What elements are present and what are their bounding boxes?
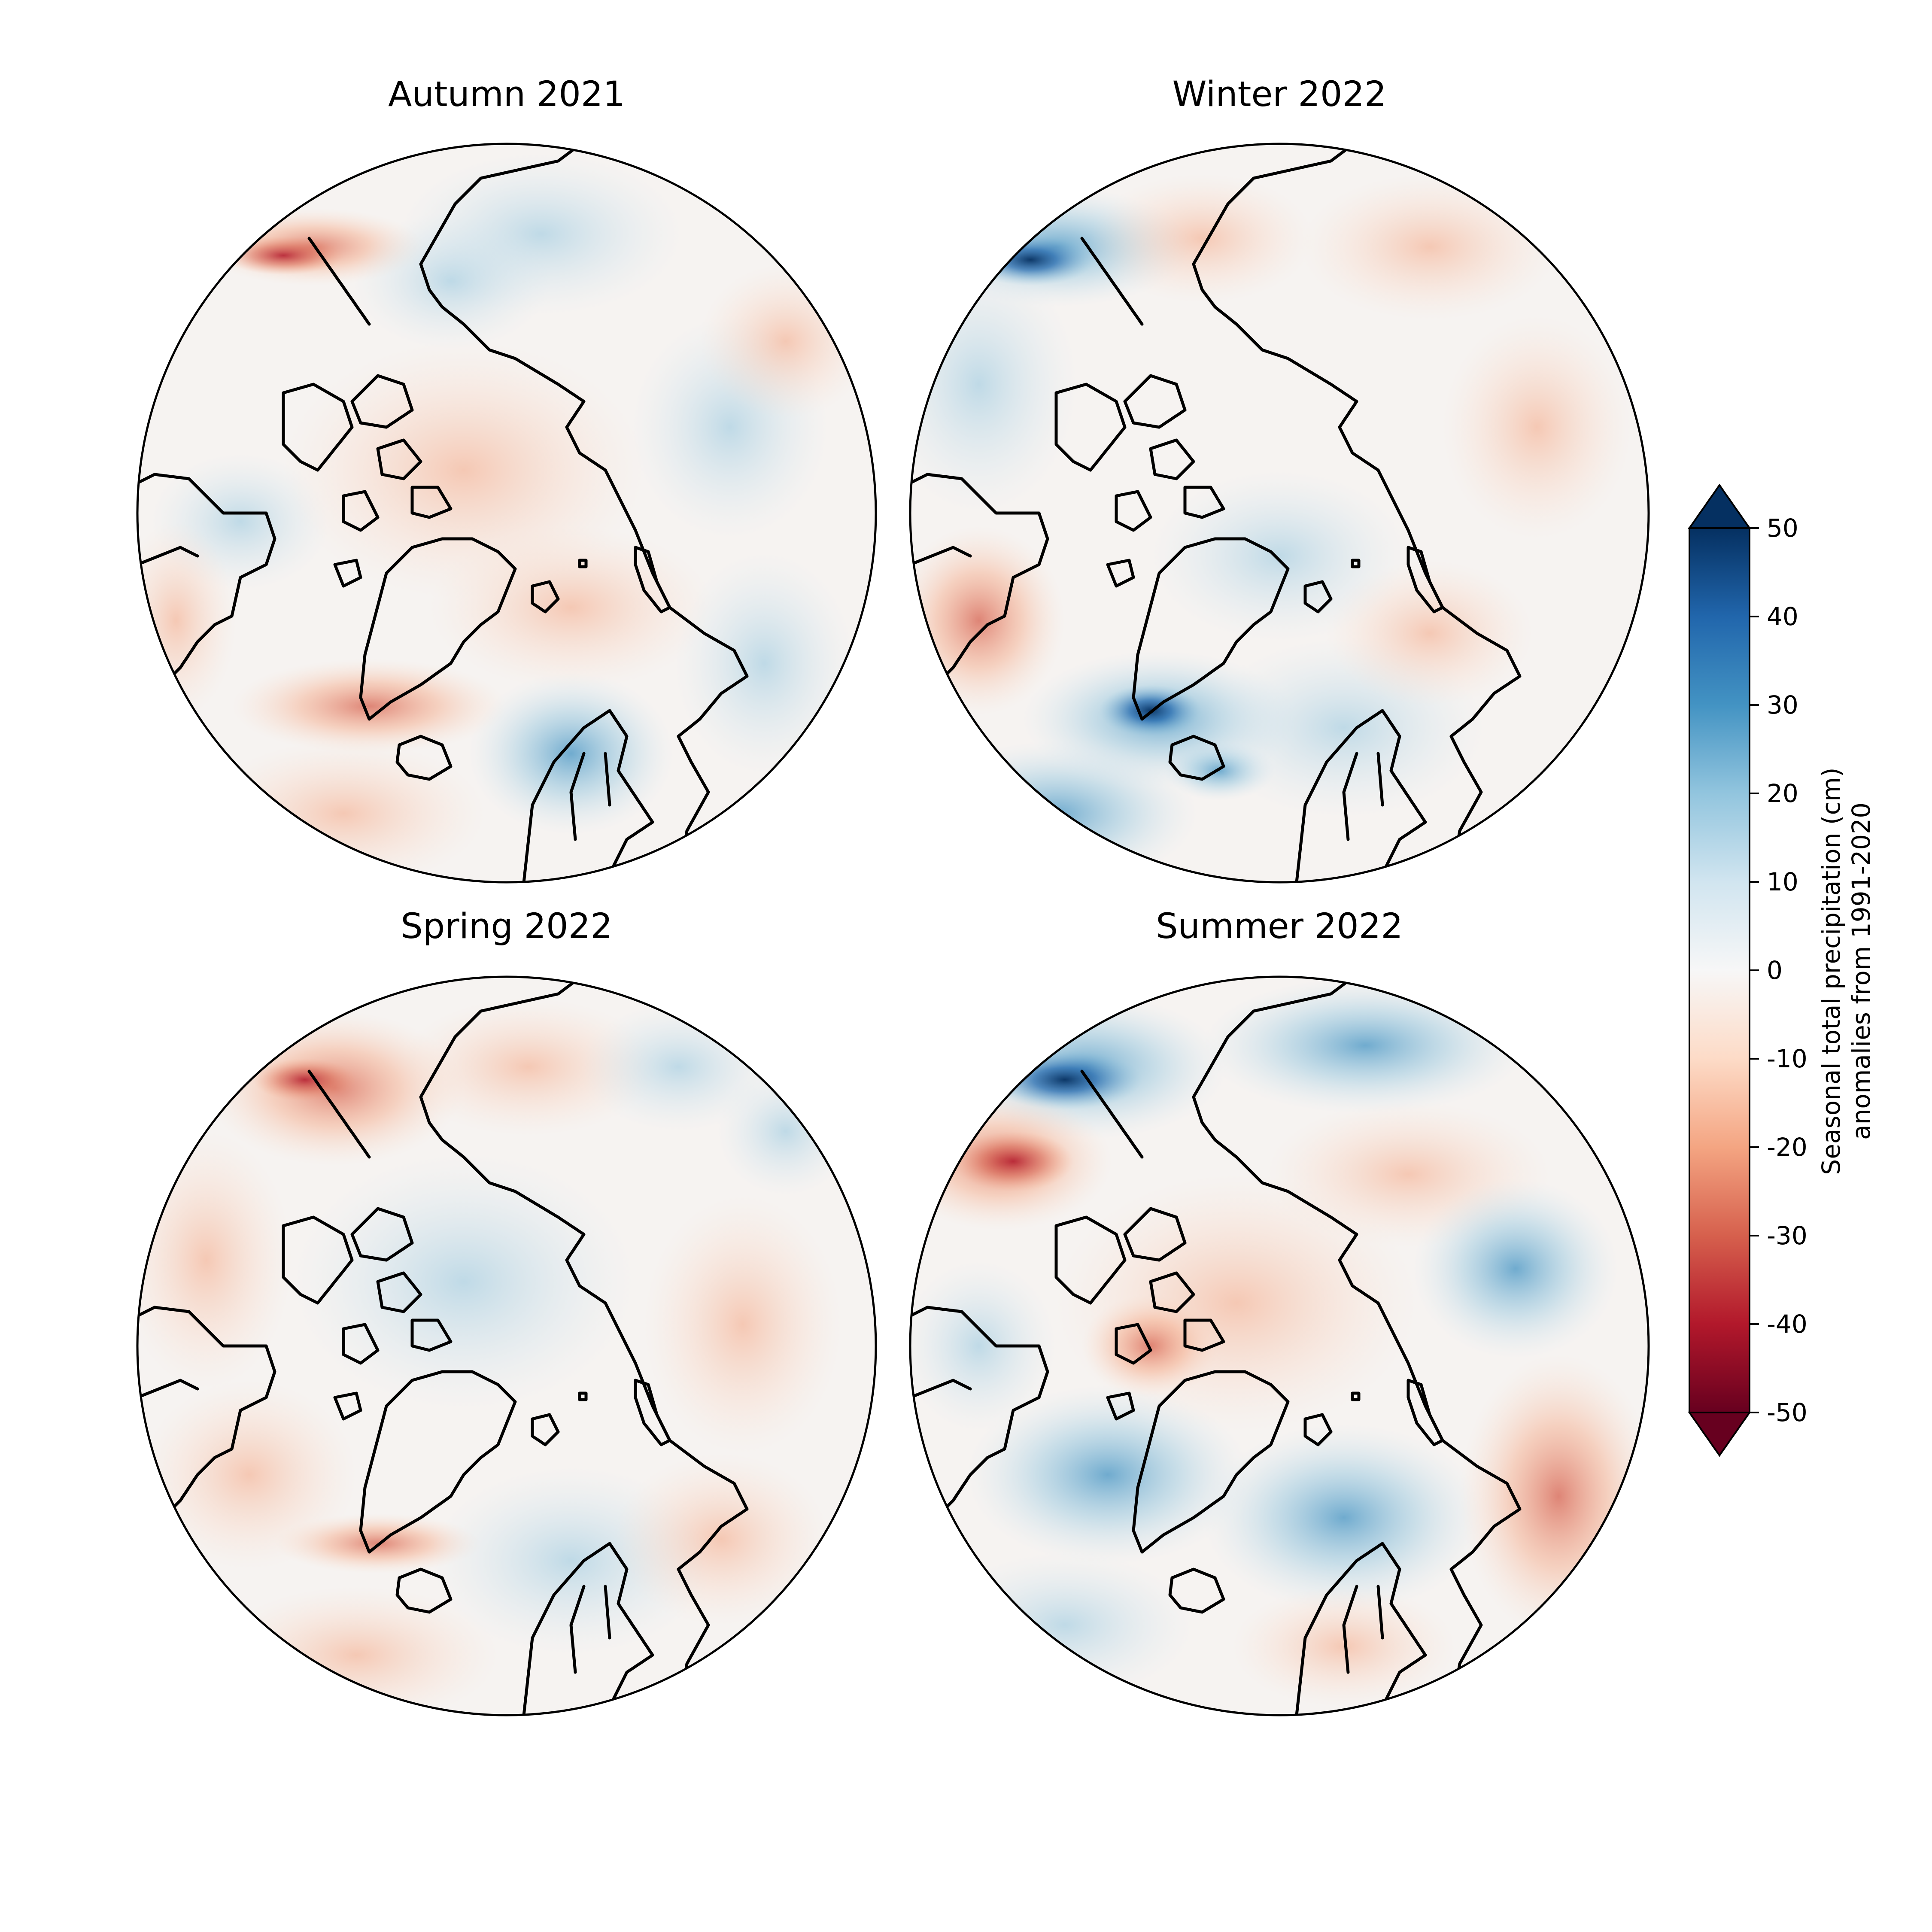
map-spring — [136, 975, 877, 1716]
colorbar-tick-label: 10 — [1767, 867, 1798, 896]
panel-title-winter: Winter 2022 — [1173, 74, 1387, 115]
colorbar-tick-label: -50 — [1767, 1398, 1807, 1427]
colorbar-ticks: 50 40 30 20 10 0 -10 -20 -30 -40 -50 — [1750, 513, 1807, 1427]
colorbar-tick-label: -20 — [1767, 1133, 1807, 1162]
colorbar-extend-max — [1688, 483, 1751, 529]
colorbar-tick-label: 20 — [1767, 779, 1798, 808]
panel-summer: Summer 2022 — [909, 906, 1650, 1716]
colorbar-tick-label: -10 — [1767, 1044, 1807, 1073]
colorbar-tick-label: 50 — [1767, 513, 1798, 543]
panel-title-autumn: Autumn 2021 — [388, 74, 625, 115]
panel-title-spring: Spring 2022 — [401, 906, 612, 947]
anomaly-field-spring — [137, 998, 854, 1715]
colorbar-scale — [1689, 527, 1750, 1413]
map-winter — [909, 143, 1650, 884]
colorbar-tick-label: -30 — [1767, 1221, 1807, 1250]
panel-autumn: Autumn 2021 — [136, 74, 877, 884]
colorbar-label-line2: anomalies from 1991-2020 — [1847, 802, 1876, 1140]
colorbar-extend-min — [1688, 1412, 1751, 1457]
colorbar-tick-label: 30 — [1767, 690, 1798, 720]
panel-spring: Spring 2022 — [136, 906, 877, 1716]
map-autumn — [136, 143, 877, 884]
colorbar: 50 40 30 20 10 0 -10 -20 -30 -40 -50 Seasonal tota… — [1688, 483, 1876, 1457]
panel-winter: Winter 2022 — [909, 74, 1650, 884]
map-summer — [909, 975, 1650, 1716]
colorbar-tick-label: -40 — [1767, 1309, 1807, 1339]
panel-title-summer: Summer 2022 — [1156, 906, 1403, 947]
colorbar-label-line1: Seasonal total precipitation (cm) — [1817, 767, 1846, 1175]
colorbar-tick-label: 40 — [1767, 602, 1798, 631]
colorbar-tick-label: 0 — [1767, 956, 1783, 985]
